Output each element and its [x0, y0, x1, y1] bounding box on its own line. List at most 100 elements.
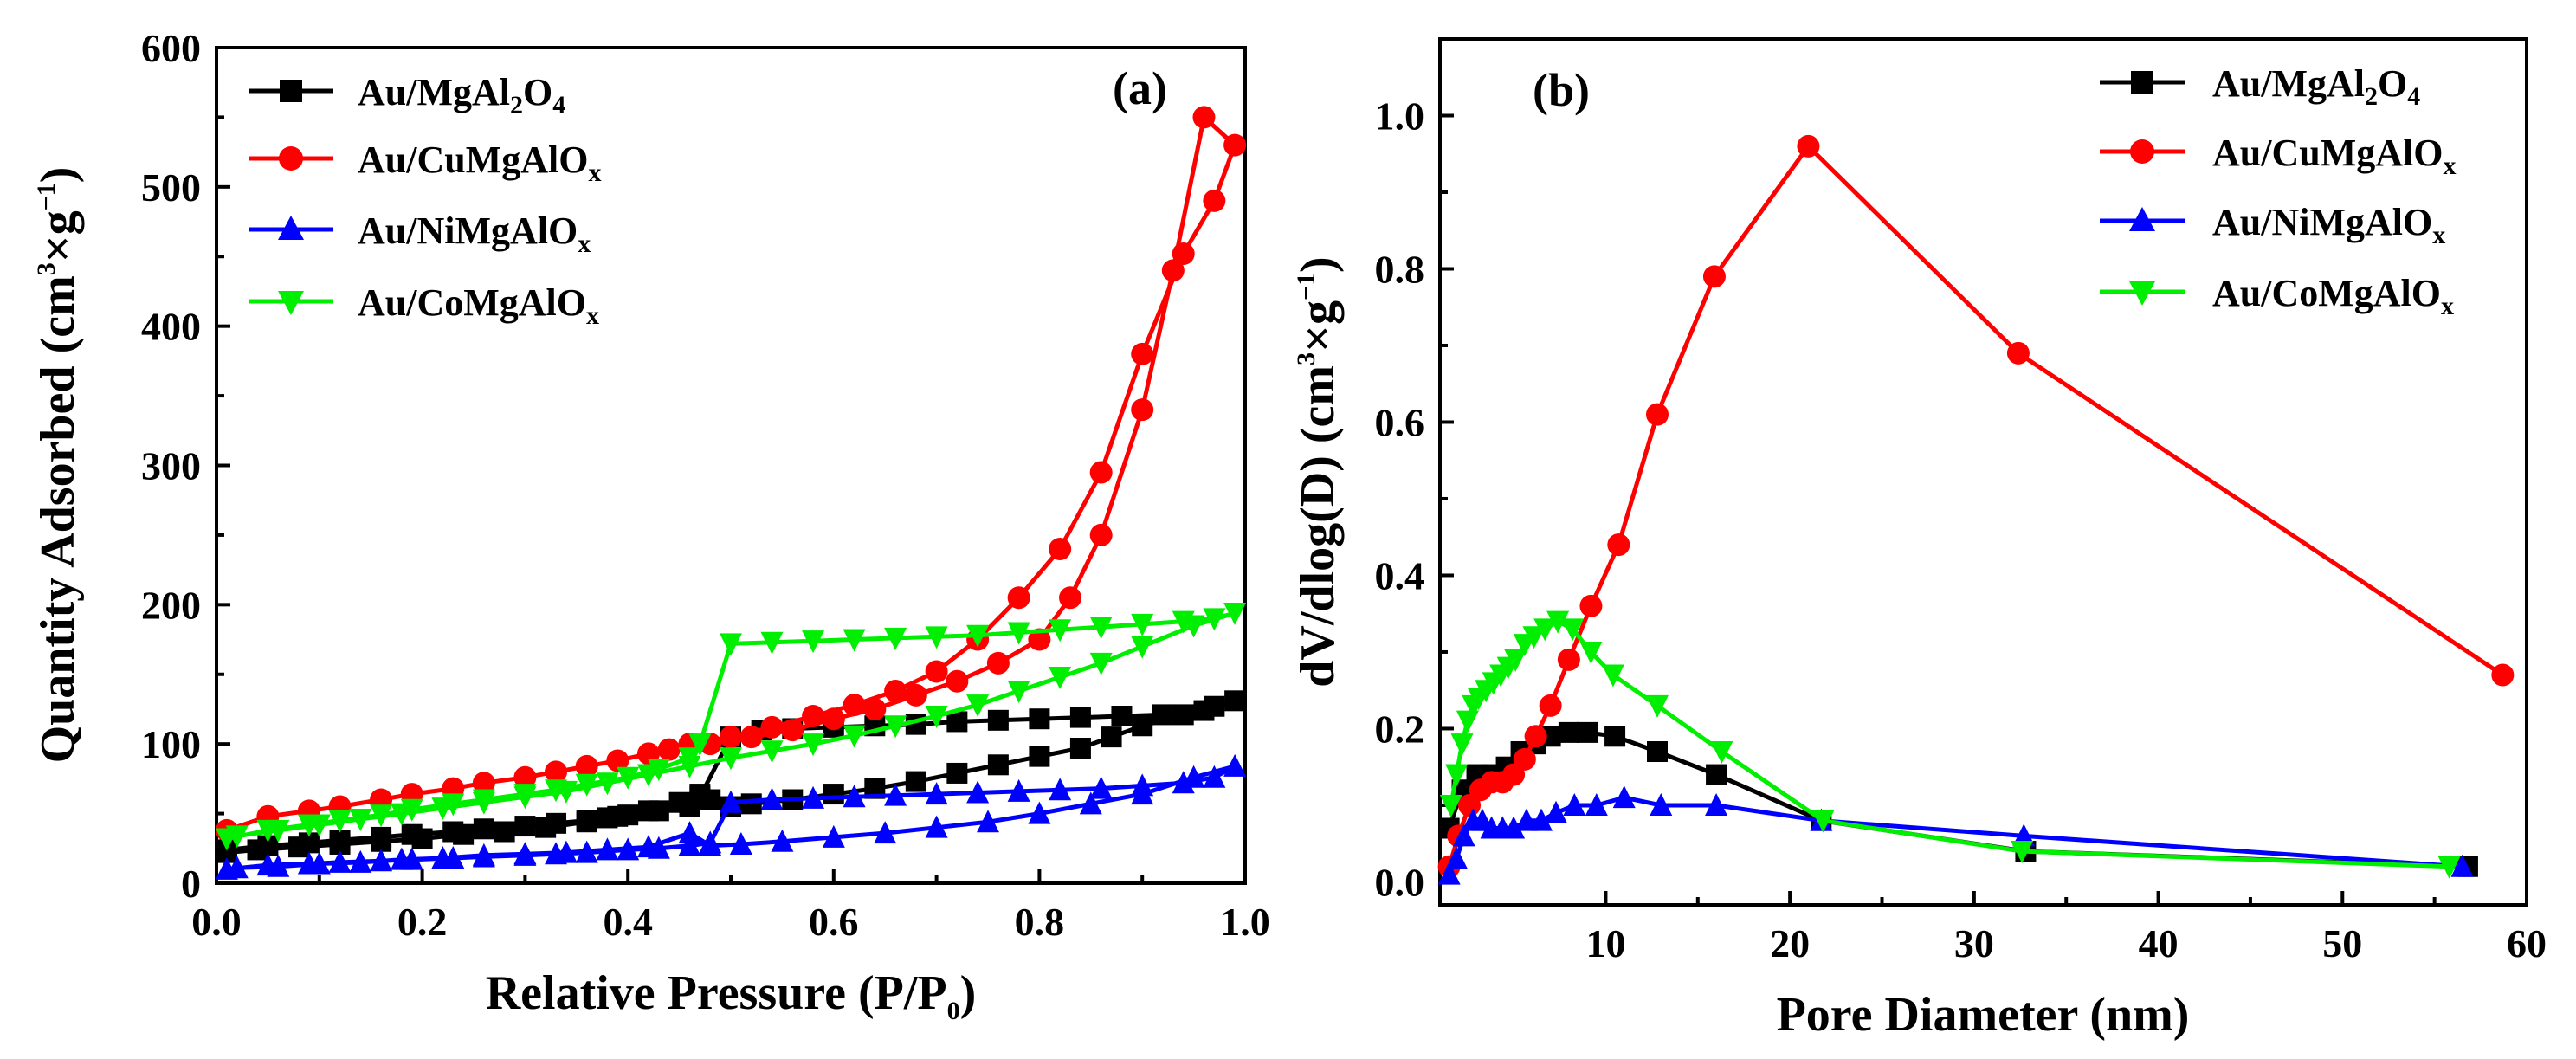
data-point — [554, 780, 578, 804]
data-point — [1192, 106, 1216, 129]
data-point — [370, 804, 393, 828]
data-point — [1545, 800, 1568, 823]
x-tick-label: 1.0 — [1220, 900, 1270, 944]
data-point — [925, 660, 948, 683]
data-point — [606, 749, 629, 772]
data-point — [2012, 823, 2036, 847]
data-point — [1710, 741, 1733, 765]
data-point — [225, 856, 249, 879]
legend-label-comgalox: Au/CoMgAlOx — [2212, 272, 2454, 320]
x-tick-label: 50 — [2322, 921, 2362, 965]
data-point — [1646, 403, 1669, 426]
legend-marker-cumgalox — [279, 146, 303, 171]
data-point — [2450, 854, 2474, 877]
legend-marker-comgalox — [278, 291, 304, 315]
data-point — [699, 833, 722, 856]
data-point — [1079, 791, 1102, 815]
series-au-comgalo — [1439, 610, 2461, 879]
series-au-nimgalo — [215, 753, 1247, 880]
data-point — [636, 764, 660, 787]
data-point — [740, 793, 762, 815]
x-tick-label: 0.2 — [397, 900, 448, 944]
data-point — [1203, 608, 1226, 631]
panel-a-series — [215, 106, 1247, 880]
legend-marker-nimgalox — [278, 216, 304, 240]
data-point — [1049, 619, 1072, 643]
data-point — [966, 624, 990, 648]
data-point — [1029, 708, 1050, 730]
data-point — [554, 840, 578, 863]
panel-b-xlabel: Pore Diameter (nm) — [1777, 988, 2190, 1042]
data-point — [1439, 794, 1462, 817]
y-tick-label: 0.6 — [1375, 400, 1425, 444]
data-point — [977, 810, 999, 833]
series-line — [1447, 144, 2504, 868]
data-point — [1089, 652, 1113, 675]
data-point — [1437, 862, 1461, 885]
data-point — [513, 786, 537, 810]
data-point — [225, 825, 249, 849]
data-point — [1131, 398, 1154, 422]
x-tick-label: 30 — [1954, 921, 1994, 965]
data-point — [1223, 753, 1247, 777]
data-point — [288, 836, 310, 858]
panel-b-label: (b) — [1533, 64, 1590, 116]
x-tick-label: 0.0 — [191, 900, 242, 944]
data-point — [1557, 648, 1580, 671]
data-point — [1069, 707, 1091, 728]
data-point — [1223, 133, 1247, 157]
data-point — [1089, 617, 1113, 640]
panel-a-xlabel: Relative Pressure (P/P0) — [486, 966, 977, 1025]
data-point — [1514, 808, 1538, 831]
data-point — [946, 711, 968, 733]
data-point — [802, 630, 825, 654]
data-point — [802, 733, 825, 757]
data-point — [678, 821, 701, 844]
data-point — [267, 854, 290, 877]
x-tick-label: 40 — [2139, 921, 2179, 965]
data-point — [925, 782, 948, 805]
data-point — [1797, 134, 1820, 158]
data-point — [689, 784, 711, 805]
data-point — [1028, 628, 1051, 651]
data-point — [802, 785, 825, 809]
panel-a: 0.0 0.2 0.4 0.6 0.8 1.0 0 100 200 300 400 500 600 (… — [31, 26, 1270, 1025]
x-tick-label: 60 — [2507, 921, 2547, 965]
panel-a-ylabel: Quantity Adsorbed (cm3×g−1) — [31, 167, 85, 764]
data-point — [1558, 721, 1579, 743]
y-tick-label: 100 — [141, 722, 201, 766]
data-point — [2011, 841, 2034, 864]
data-point — [636, 835, 660, 858]
data-point — [494, 821, 515, 843]
y-tick-label: 0.4 — [1375, 553, 1425, 597]
data-point — [760, 787, 784, 810]
data-point — [472, 791, 495, 815]
panel-a-y-ticks: 0 100 200 300 400 500 600 — [141, 26, 230, 906]
data-point — [1546, 610, 1570, 634]
series-au-cumgalo — [215, 106, 1247, 842]
data-point — [267, 819, 290, 843]
legend-label-cumgalox: Au/CuMgAlOx — [2212, 132, 2456, 180]
data-point — [1612, 785, 1636, 809]
legend-label-mgal2o4: Au/MgAl2O4 — [358, 71, 565, 119]
data-point — [720, 747, 742, 771]
data-point — [307, 851, 331, 875]
data-point — [781, 719, 804, 742]
data-point — [607, 805, 629, 827]
data-point — [1049, 778, 1072, 801]
data-point — [986, 651, 1010, 675]
data-point — [822, 824, 845, 848]
data-point — [535, 817, 557, 838]
data-point — [1445, 764, 1469, 787]
data-point — [1456, 710, 1479, 733]
data-point — [1563, 792, 1586, 816]
legend-marker-mgal2o4 — [2131, 71, 2153, 94]
legend-marker-mgal2o4 — [280, 80, 302, 102]
data-point — [946, 669, 969, 693]
series-au-comgalo — [215, 602, 1247, 851]
data-point — [843, 694, 866, 717]
data-point — [596, 772, 619, 796]
data-point — [370, 849, 393, 872]
data-point — [1705, 792, 1728, 816]
data-point — [1152, 704, 1173, 726]
